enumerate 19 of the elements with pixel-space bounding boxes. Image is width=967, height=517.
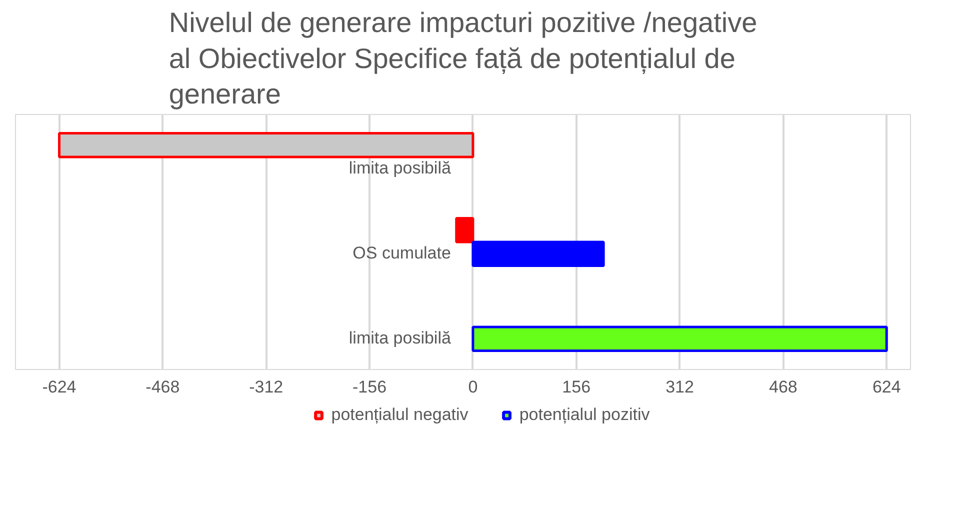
x-tick-label: 156: [562, 378, 591, 396]
y-tick-label: limita posibilă: [348, 158, 452, 178]
x-tick-label: -312: [249, 378, 284, 396]
legend-label: potențialul pozitiv: [519, 405, 650, 425]
bar: [58, 132, 474, 158]
x-tick-label: -156: [352, 378, 387, 396]
legend-label: potențialul negativ: [331, 405, 468, 425]
x-tick-label: -624: [42, 378, 76, 396]
bar: [472, 326, 888, 352]
x-tick-label: 0: [468, 378, 478, 396]
y-tick-label: OS cumulate: [352, 244, 451, 263]
x-tick-label: 312: [666, 378, 694, 396]
bar: [455, 216, 474, 244]
x-tick-label: 624: [872, 378, 901, 396]
bar: [472, 240, 605, 268]
x-tick-label: -468: [146, 378, 180, 396]
y-tick-label: limita posibilă: [348, 328, 452, 348]
chart-title: Nivelul de generare impacturi pozitive /negative al Obiectivelor Specifice față de potențialul de generare: [168, 7, 758, 110]
x-tick-label: 468: [769, 378, 798, 396]
